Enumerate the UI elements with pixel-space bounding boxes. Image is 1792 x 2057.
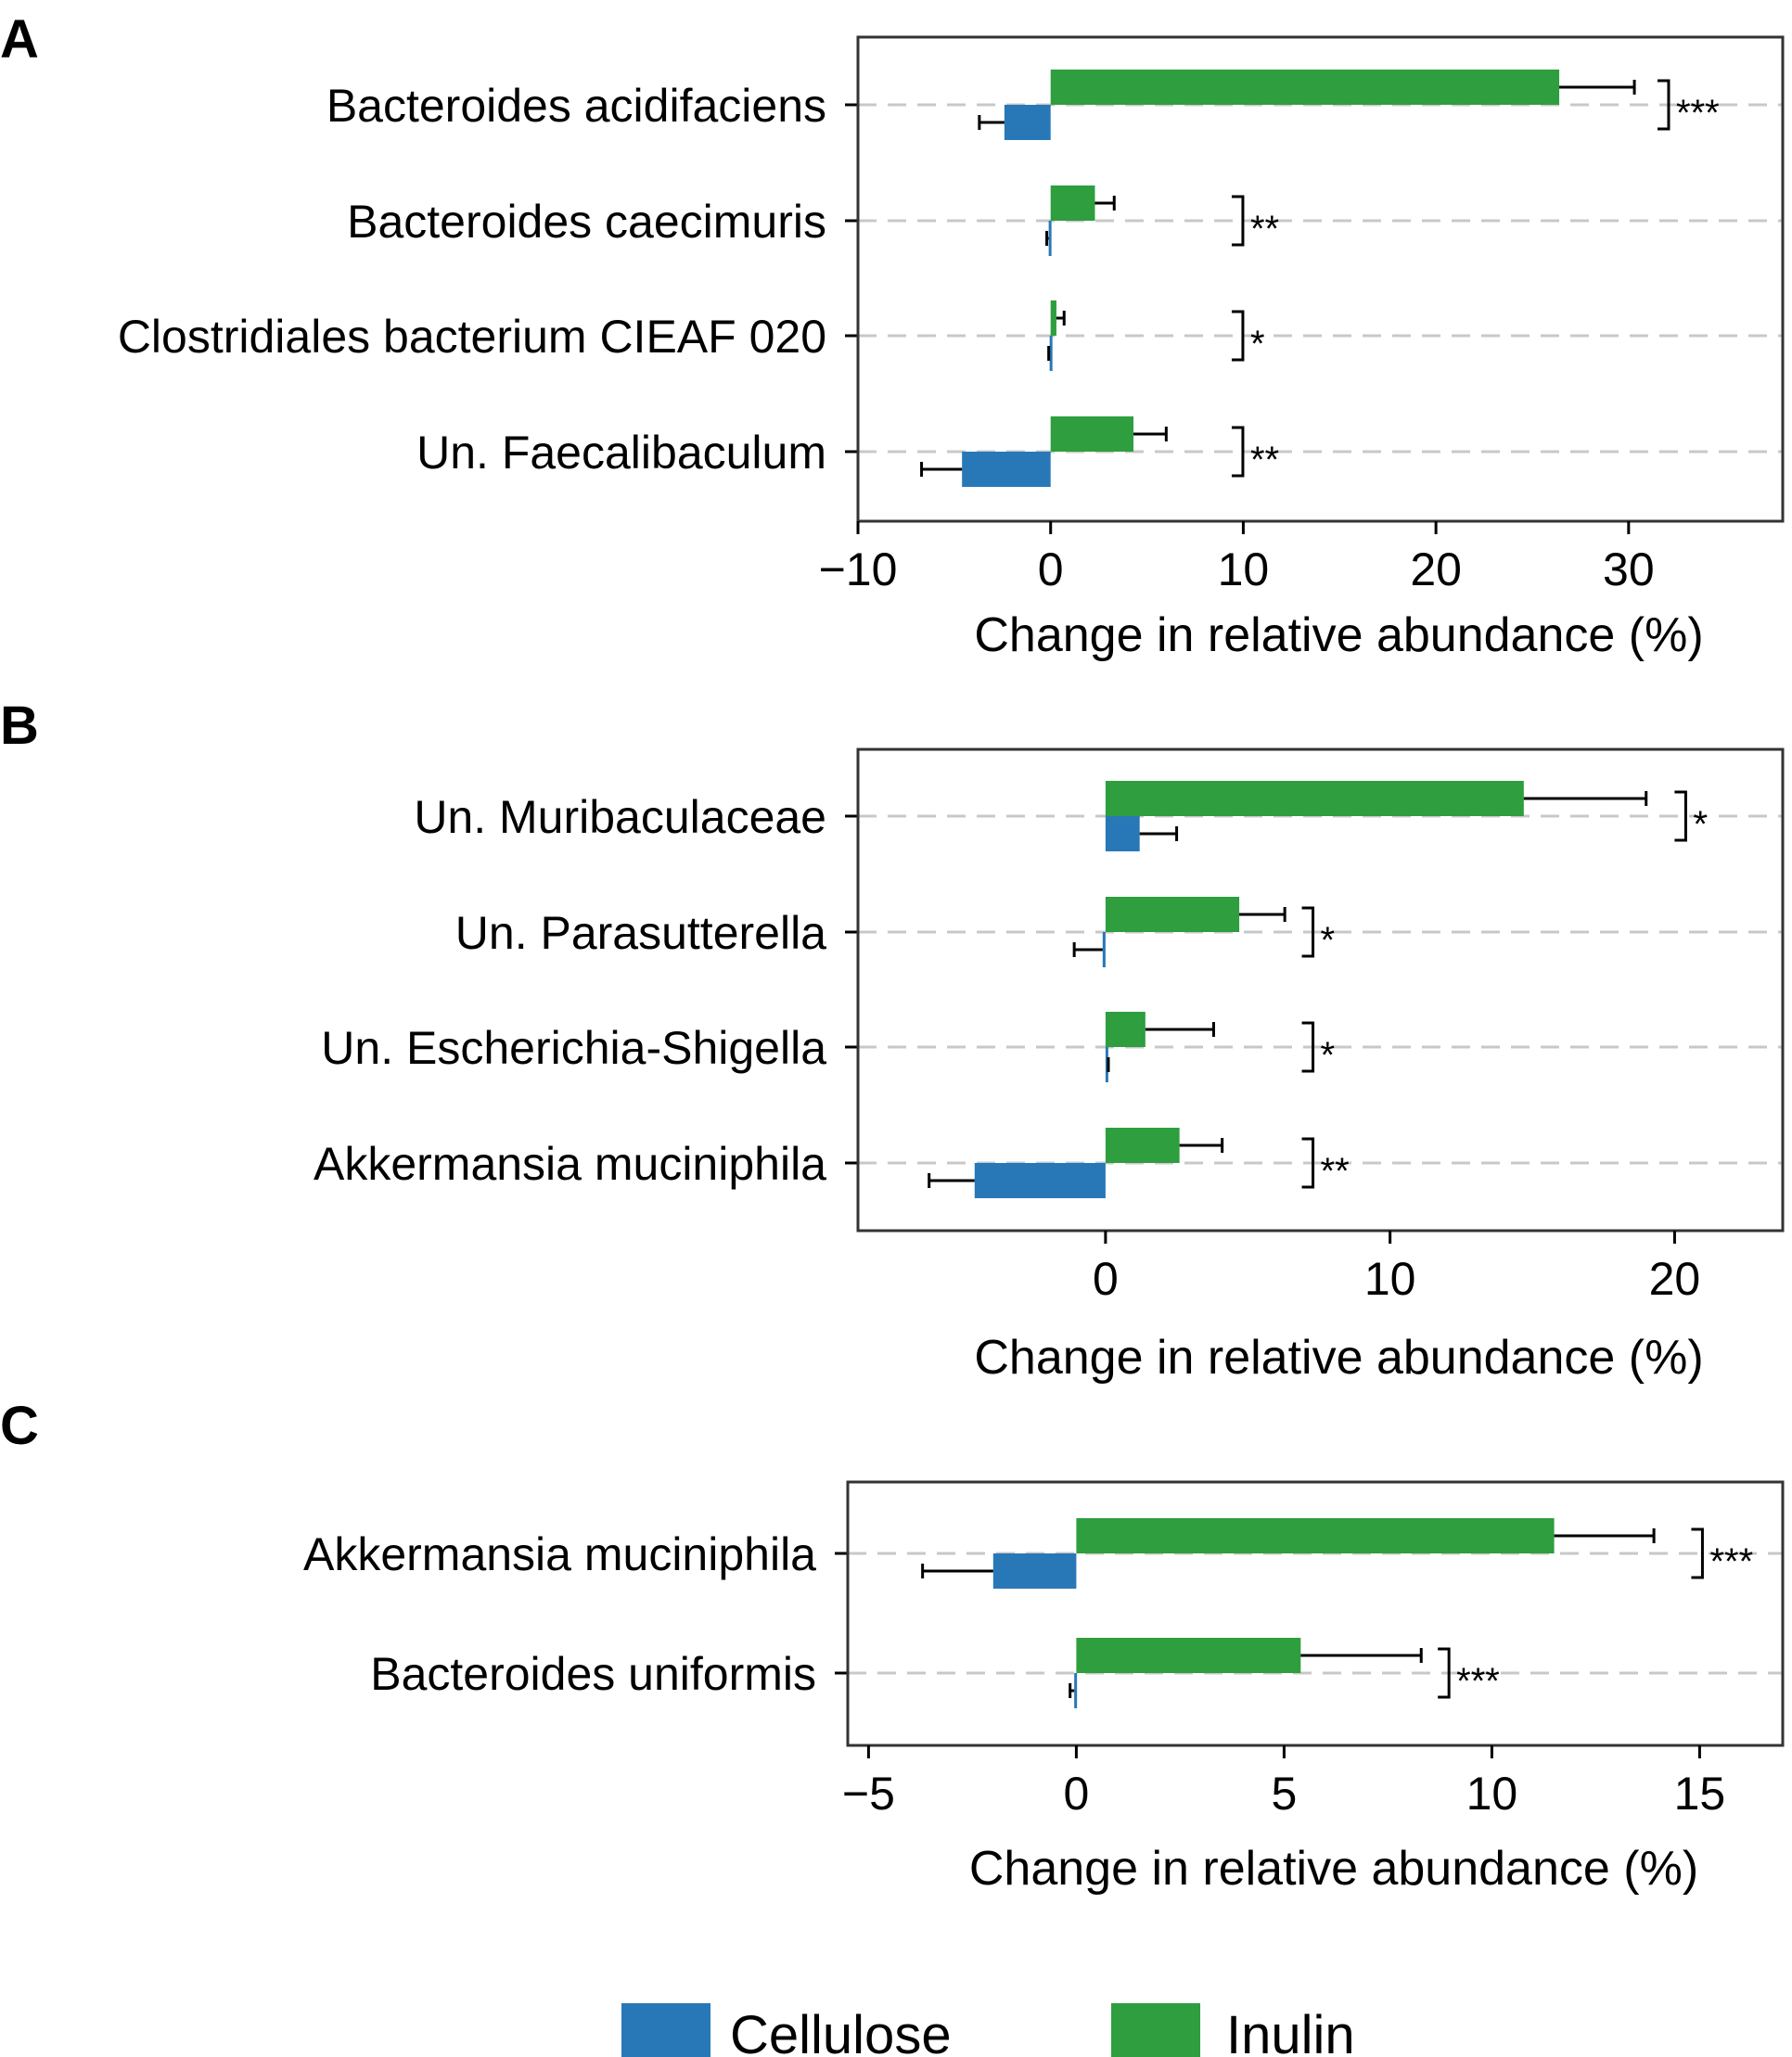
bar-cellulose [1105, 816, 1140, 851]
bar-inulin [1105, 781, 1524, 816]
significance-stars: * [1321, 1035, 1336, 1076]
significance-bracket [1231, 310, 1245, 362]
legend-label-inulin: Inulin [1226, 2005, 1355, 2057]
significance-bracket [1657, 79, 1670, 131]
legend-swatch-cellulose [621, 2003, 710, 2057]
significance-bracket [1301, 906, 1315, 958]
x-axis-label: Change in relative abundance (%) [974, 608, 1703, 662]
bar-cellulose [1105, 1047, 1108, 1082]
category-label: Un. Muribaculaceae [414, 791, 826, 843]
plot-frame [856, 35, 1785, 523]
significance-stars: * [1321, 920, 1336, 961]
bar-cellulose [1102, 932, 1106, 967]
significance-stars: *** [1456, 1661, 1500, 1702]
bar-inulin [1076, 1638, 1301, 1673]
bar-cellulose [1074, 1673, 1078, 1708]
x-axis-label: Change in relative abundance (%) [969, 1842, 1698, 1896]
legend-label-cellulose: Cellulose [730, 2005, 952, 2057]
plot-frame [856, 747, 1785, 1233]
bar-cellulose [1049, 336, 1053, 371]
bar-inulin [1105, 1128, 1180, 1163]
significance-bracket [1231, 426, 1245, 478]
chart-panel-b: Un. Muribaculaceae * Un. Parasutterella * Un… [314, 747, 1785, 1385]
category-label: Clostridiales bacterium CIEAF 020 [118, 311, 826, 363]
category-label: Un. Parasutterella [455, 907, 826, 959]
bar-cellulose [974, 1163, 1106, 1198]
significance-stars: ** [1250, 209, 1279, 249]
x-tick-label: −10 [819, 543, 898, 595]
bar-cellulose [992, 1553, 1077, 1589]
significance-stars: *** [1676, 93, 1720, 134]
bar-inulin [1050, 300, 1056, 336]
significance-bracket [1438, 1647, 1451, 1699]
x-tick-label: 0 [1093, 1253, 1119, 1305]
significance-stars: ** [1250, 440, 1279, 480]
bar-inulin [1105, 1012, 1146, 1047]
panel-label-a: A [0, 9, 39, 70]
significance-bracket [1674, 790, 1687, 842]
x-tick-label: −5 [842, 1768, 895, 1820]
bar-inulin [1050, 185, 1095, 221]
bar-inulin [1105, 897, 1240, 932]
significance-bracket [1231, 195, 1245, 247]
chart-panel-c: Akkermansia muciniphila *** Bacteroides un… [303, 1480, 1785, 1896]
x-tick-label: 0 [1038, 543, 1064, 595]
significance-bracket [1691, 1527, 1704, 1579]
bar-cellulose [1004, 105, 1051, 140]
bar-cellulose [962, 452, 1051, 487]
bar-cellulose [1048, 221, 1052, 256]
bar-inulin [1076, 1518, 1555, 1553]
legend: Cellulose Inulin [621, 2003, 1355, 2057]
x-tick-label: 10 [1364, 1253, 1416, 1305]
legend-swatch-inulin [1111, 2003, 1200, 2057]
significance-stars: * [1250, 324, 1265, 364]
bar-inulin [1050, 416, 1134, 452]
x-tick-label: 0 [1063, 1768, 1089, 1820]
panel-label-b: B [0, 696, 39, 756]
category-label: Bacteroides caecimuris [347, 196, 826, 248]
bar-inulin [1050, 70, 1560, 105]
category-label: Un. Escherichia-Shigella [321, 1022, 826, 1074]
significance-stars: *** [1709, 1541, 1753, 1582]
x-axis-label: Change in relative abundance (%) [974, 1331, 1703, 1385]
x-tick-label: 15 [1674, 1768, 1726, 1820]
category-label: Bacteroides acidifaciens [326, 80, 826, 132]
significance-stars: ** [1321, 1151, 1350, 1192]
x-tick-label: 20 [1410, 543, 1462, 595]
category-label: Akkermansia muciniphila [303, 1528, 816, 1580]
significance-bracket [1301, 1137, 1315, 1189]
category-label: Un. Faecalibaculum [416, 427, 826, 479]
plot-frame [846, 1480, 1785, 1747]
panels: Bacteroides acidifaciens ***Bacteroides c… [118, 35, 1785, 1896]
category-label: Bacteroides uniformis [370, 1648, 816, 1700]
significance-stars: * [1693, 804, 1708, 845]
x-tick-label: 30 [1603, 543, 1655, 595]
significance-bracket [1301, 1021, 1315, 1073]
panel-label-c: C [0, 1396, 39, 1456]
x-tick-label: 10 [1218, 543, 1270, 595]
x-tick-label: 10 [1466, 1768, 1518, 1820]
x-tick-label: 5 [1271, 1768, 1297, 1820]
category-label: Akkermansia muciniphila [314, 1138, 826, 1190]
chart-panel-a: Bacteroides acidifaciens ***Bacteroides c… [118, 35, 1785, 662]
x-tick-label: 20 [1649, 1253, 1701, 1305]
